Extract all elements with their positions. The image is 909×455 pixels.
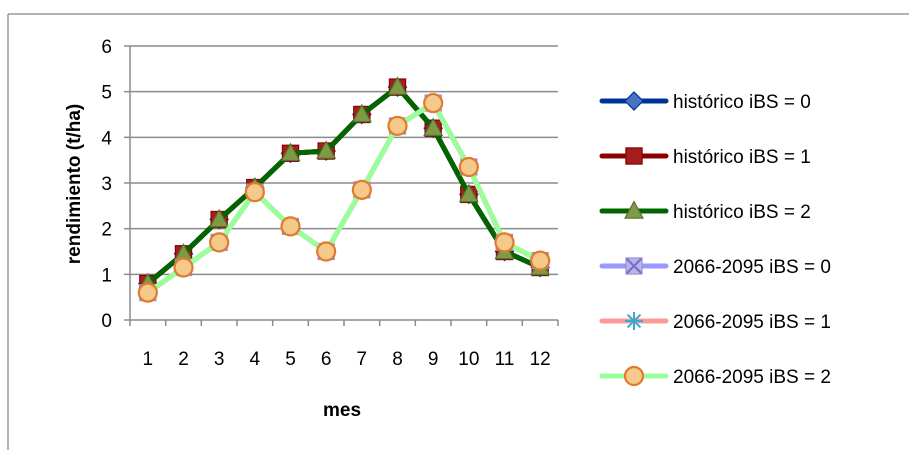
data-point — [387, 76, 408, 95]
x-tick-label: 12 — [530, 349, 551, 370]
data-point — [458, 183, 479, 203]
data-point — [280, 142, 301, 162]
x-tick-label: 10 — [458, 349, 479, 370]
series-lines — [137, 76, 551, 303]
data-point — [351, 179, 372, 200]
data-point — [387, 115, 408, 137]
y-tick-label: 6 — [101, 37, 112, 58]
data-point — [423, 92, 444, 114]
y-tick-label: 5 — [101, 83, 112, 104]
data-point — [316, 140, 337, 159]
x-tick-label: 1 — [143, 349, 154, 370]
legend-label: histórico iBS = 1 — [673, 147, 811, 168]
series-group — [137, 92, 551, 303]
legend-item: 2066-2095 iBS = 2 — [599, 365, 831, 388]
legend-label: 2066-2095 iBS = 1 — [673, 312, 831, 333]
y-tick-label: 2 — [101, 220, 112, 241]
legend-marker — [625, 147, 643, 165]
legend-item: histórico iBS = 2 — [599, 200, 811, 223]
legend-item: 2066-2095 iBS = 0 — [599, 257, 831, 278]
x-tick-label: 6 — [321, 349, 332, 370]
legend-marker — [624, 91, 644, 111]
legend-item: histórico iBS = 0 — [599, 91, 811, 113]
legend-label: histórico iBS = 2 — [673, 202, 811, 223]
y-tick-label: 0 — [101, 311, 112, 332]
legend-label: 2066-2095 iBS = 0 — [673, 257, 831, 278]
x-tick-label: 9 — [428, 349, 439, 370]
legend-label: 2066-2095 iBS = 2 — [673, 367, 831, 388]
legend-marker — [625, 257, 643, 275]
y-tick-label: 4 — [101, 128, 112, 149]
x-tick-label: 2 — [178, 349, 189, 370]
legend-item: histórico iBS = 1 — [599, 147, 811, 168]
x-tick-label: 5 — [285, 349, 296, 370]
y-tick-label: 1 — [101, 265, 112, 286]
legend-label: histórico iBS = 0 — [673, 92, 811, 113]
x-tick-label: 11 — [495, 349, 515, 370]
marker-cross — [626, 258, 642, 274]
data-point — [351, 103, 372, 123]
x-axis-title: mes — [323, 400, 361, 421]
data-point — [316, 241, 337, 262]
data-point — [530, 250, 551, 271]
legend-marker — [623, 200, 645, 219]
y-tick-label: 3 — [101, 174, 112, 195]
data-point — [209, 232, 230, 253]
data-point — [173, 257, 194, 278]
x-tick-label: 4 — [250, 349, 261, 370]
y-axis-title: rendimiento (t/ha) — [64, 104, 85, 264]
x-tick-label: 7 — [357, 349, 368, 370]
data-point — [494, 232, 515, 253]
gridlines — [130, 45, 558, 276]
x-tick-label: 3 — [214, 349, 225, 370]
legend-marker — [623, 365, 645, 387]
data-point — [458, 156, 479, 178]
data-point — [423, 117, 444, 136]
data-point — [244, 182, 265, 203]
data-point — [137, 282, 158, 303]
data-point — [280, 216, 301, 237]
legend: histórico iBS = 0 histórico iBS = 1 histór… — [599, 91, 831, 388]
data-point — [209, 208, 230, 228]
legend-item: 2066-2095 iBS = 1 — [599, 312, 831, 333]
legend-marker — [625, 312, 643, 330]
x-tick-label: 8 — [392, 349, 403, 370]
